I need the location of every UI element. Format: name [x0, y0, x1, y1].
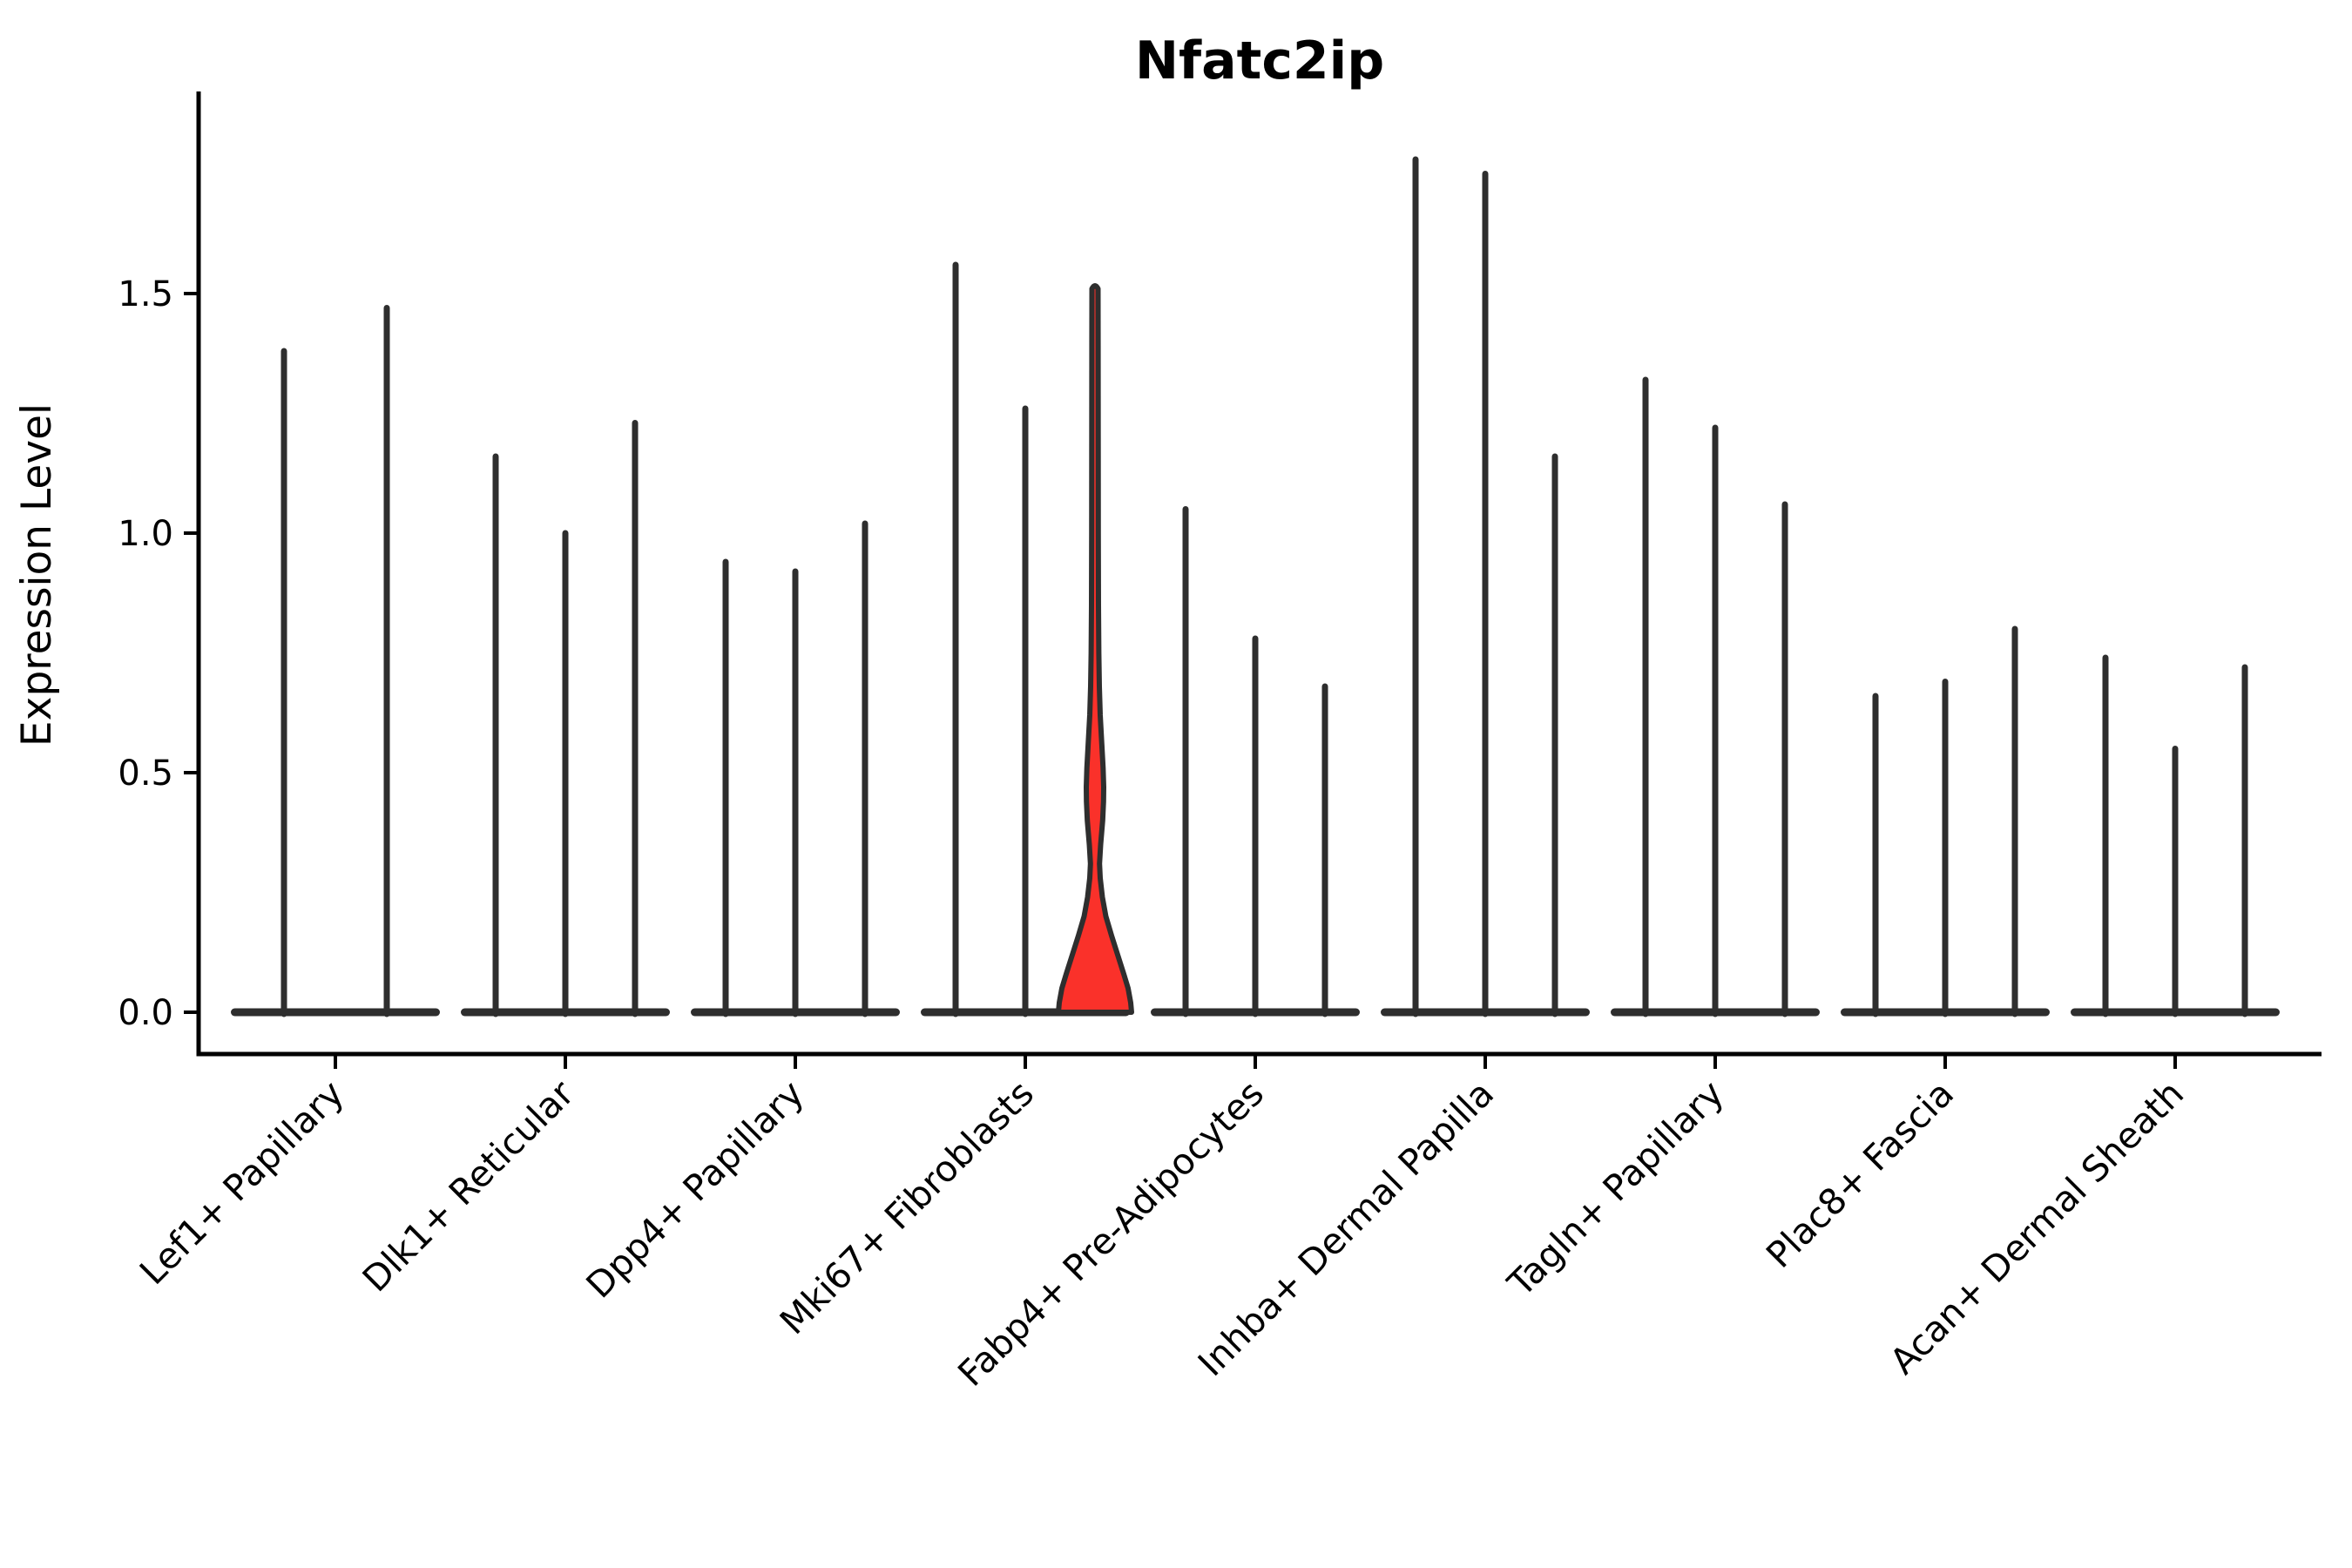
y-tick-label: 1.0 — [118, 514, 173, 554]
x-tick-label: Plac8+ Fascia — [1758, 1072, 1962, 1276]
violins-layer — [231, 156, 2280, 1017]
y-tick-labels: 0.0 0.5 1.0 1.5 — [118, 274, 173, 1033]
x-tick-label: Lef1+ Papillary — [132, 1072, 352, 1293]
axes-layer — [184, 91, 2322, 1069]
y-axis-label: Expression Level — [13, 403, 61, 747]
y-tick-label: 0.0 — [118, 993, 173, 1033]
y-tick-label: 1.5 — [118, 274, 173, 314]
chart-title: Nfatc2ip — [1135, 30, 1384, 91]
x-tick-label: Dlk1+ Reticular — [355, 1072, 582, 1300]
x-tick-label: Dpp4+ Papillary — [578, 1072, 812, 1306]
x-tick-label: Mki67+ Fibroblasts — [772, 1072, 1042, 1342]
x-tick-label: Tagln+ Papillary — [1499, 1072, 1732, 1305]
y-tick-label: 0.5 — [118, 754, 173, 794]
highlighted-violin — [1056, 283, 1134, 1015]
violin-base — [231, 1008, 440, 1017]
